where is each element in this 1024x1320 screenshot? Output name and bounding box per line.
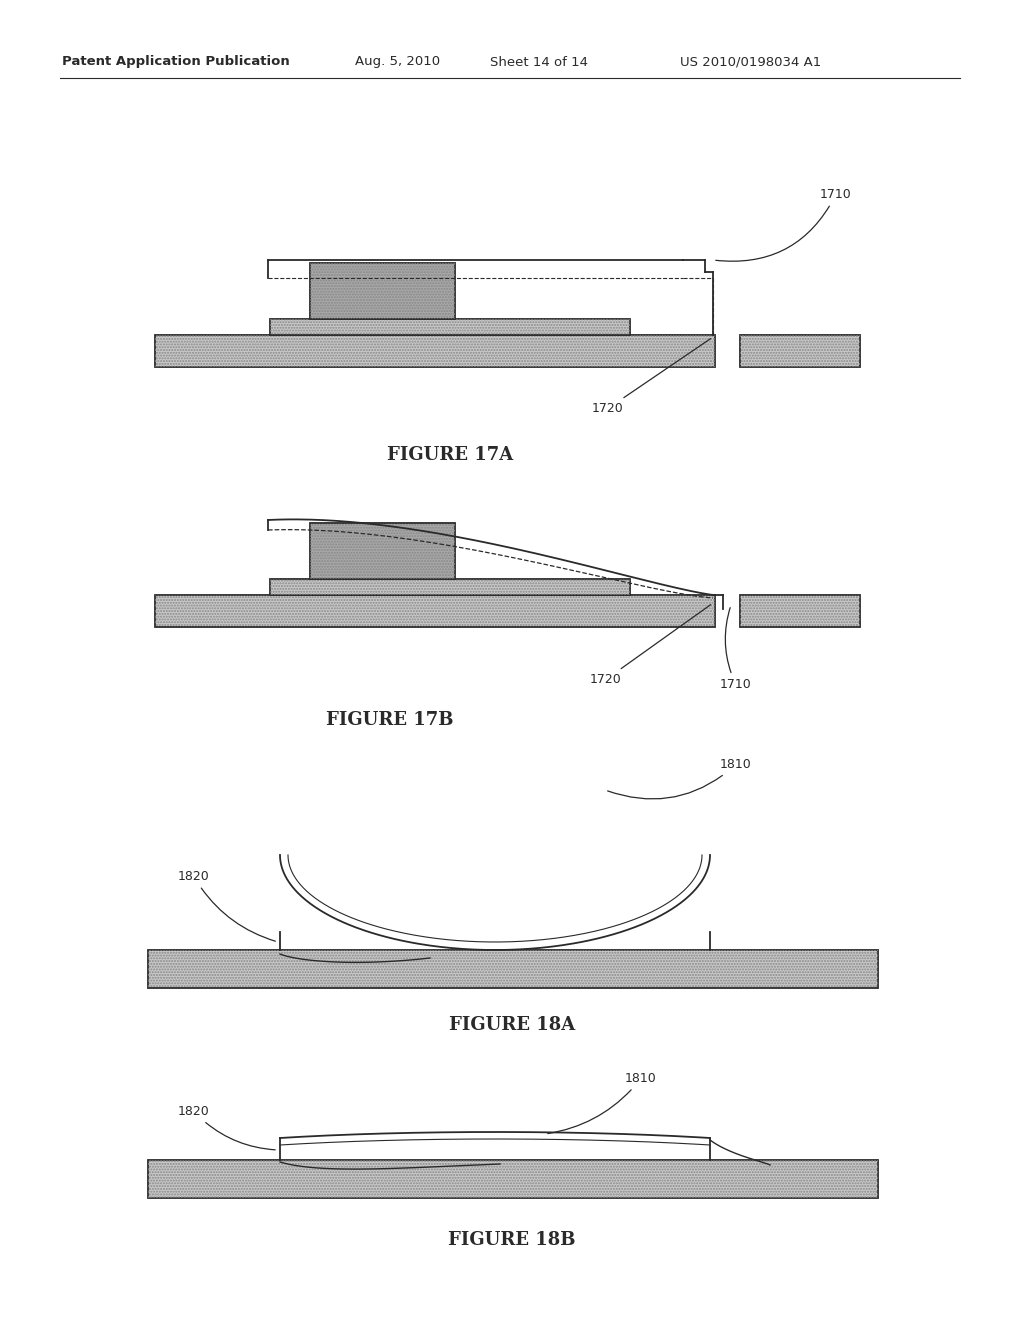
Text: 1710: 1710 — [720, 607, 752, 690]
Bar — [310, 263, 455, 319]
Bar — [155, 595, 715, 627]
Text: 1720: 1720 — [590, 605, 711, 686]
Bar — [155, 335, 715, 367]
Text: FIGURE 18A: FIGURE 18A — [449, 1016, 575, 1034]
Bar — [310, 523, 455, 579]
Text: 1820: 1820 — [178, 870, 275, 941]
Text: Patent Application Publication: Patent Application Publication — [62, 55, 290, 69]
Bar — [270, 319, 630, 335]
Text: FIGURE 17A: FIGURE 17A — [387, 446, 513, 465]
Text: 1710: 1710 — [716, 187, 852, 261]
Bar — [740, 595, 860, 627]
Text: Aug. 5, 2010: Aug. 5, 2010 — [355, 55, 440, 69]
Bar — [148, 950, 878, 987]
Bar — [148, 1160, 878, 1199]
Bar — [270, 579, 630, 595]
Bar — [740, 335, 860, 367]
Bar — [155, 595, 715, 627]
Bar — [270, 579, 630, 595]
Text: Sheet 14 of 14: Sheet 14 of 14 — [490, 55, 588, 69]
Text: FIGURE 18B: FIGURE 18B — [449, 1232, 575, 1249]
Text: US 2010/0198034 A1: US 2010/0198034 A1 — [680, 55, 821, 69]
Bar — [270, 319, 630, 335]
Text: 1720: 1720 — [592, 338, 711, 414]
Bar — [310, 263, 455, 319]
Text: 1810: 1810 — [607, 758, 752, 799]
Text: FIGURE 17B: FIGURE 17B — [327, 711, 454, 729]
Bar — [740, 335, 860, 367]
Bar — [740, 595, 860, 627]
Bar — [155, 335, 715, 367]
Text: 1810: 1810 — [548, 1072, 656, 1134]
Bar — [310, 523, 455, 579]
Bar — [148, 1160, 878, 1199]
Text: 1820: 1820 — [178, 1105, 275, 1150]
Bar — [148, 950, 878, 987]
